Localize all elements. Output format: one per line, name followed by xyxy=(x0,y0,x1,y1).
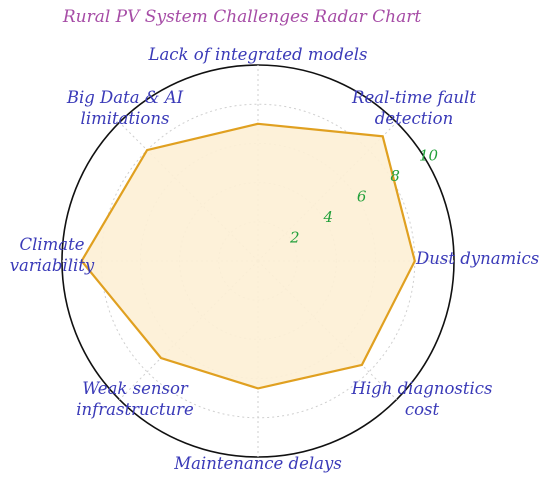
r-tick-label: 10 xyxy=(419,147,439,165)
r-tick-label: 4 xyxy=(323,208,334,226)
category-label: Dust dynamics xyxy=(415,249,539,268)
category-label: High diagnostics cost xyxy=(351,379,493,419)
category-labels: Lack of integrated models Real-time fault… xyxy=(10,45,539,473)
category-label: Weak sensor infrastructure xyxy=(76,379,194,419)
category-label: Maintenance delays xyxy=(173,454,342,473)
chart-title: Rural PV System Challenges Radar Chart xyxy=(62,7,421,27)
category-label: Big Data & AI limitations xyxy=(66,88,184,128)
r-tick-label: 2 xyxy=(289,228,300,246)
category-label: Lack of integrated models xyxy=(147,45,367,64)
category-label: Real-time fault detection xyxy=(351,88,476,128)
r-tick-label: 6 xyxy=(357,188,367,206)
category-label: Climate variability xyxy=(10,235,95,275)
r-tick-label: 8 xyxy=(390,167,400,185)
radial-tick-labels: 2 4 6 8 10 xyxy=(289,147,438,247)
radar-series xyxy=(80,122,416,390)
series-area xyxy=(80,122,416,390)
